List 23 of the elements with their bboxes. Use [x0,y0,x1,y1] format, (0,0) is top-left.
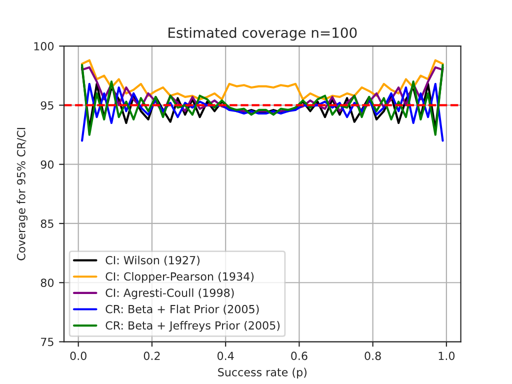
y-tick-label: 85 [40,219,54,228]
x-tick-label: 0.0 [70,352,86,360]
chart-title: Estimated coverage n=100 [168,27,357,41]
x-tick-label: 0.4 [217,352,234,360]
legend-label: CR: Beta + Jeffreys Prior (2005) [106,321,280,332]
line-series [80,66,444,115]
legend-label: CI: Agresti-Coull (1998) [106,288,234,300]
y-tick-label: 95 [40,101,54,110]
y-tick-label: 90 [40,160,54,169]
x-axis-title: Success rate (p) [218,368,306,379]
legend-label: CI: Clopper-Pearson (1934) [106,272,254,283]
x-tick-label: 1.0 [438,352,455,360]
y-axis-title: Coverage for 95% CR/CI [16,128,28,260]
line-series [80,59,444,100]
line-series [80,82,444,142]
x-tick-label: 0.8 [364,352,381,360]
x-tick-label: 0.2 [144,352,160,360]
y-tick-label: 75 [41,338,54,346]
legend-label: CI: Wilson (1927) [106,256,200,266]
y-tick-label: 100 [34,42,54,50]
legend-label: CR: Beta + Flat Prior (2005) [106,304,259,315]
x-tick-label: 0.6 [291,352,308,360]
y-tick-label: 80 [40,278,54,288]
